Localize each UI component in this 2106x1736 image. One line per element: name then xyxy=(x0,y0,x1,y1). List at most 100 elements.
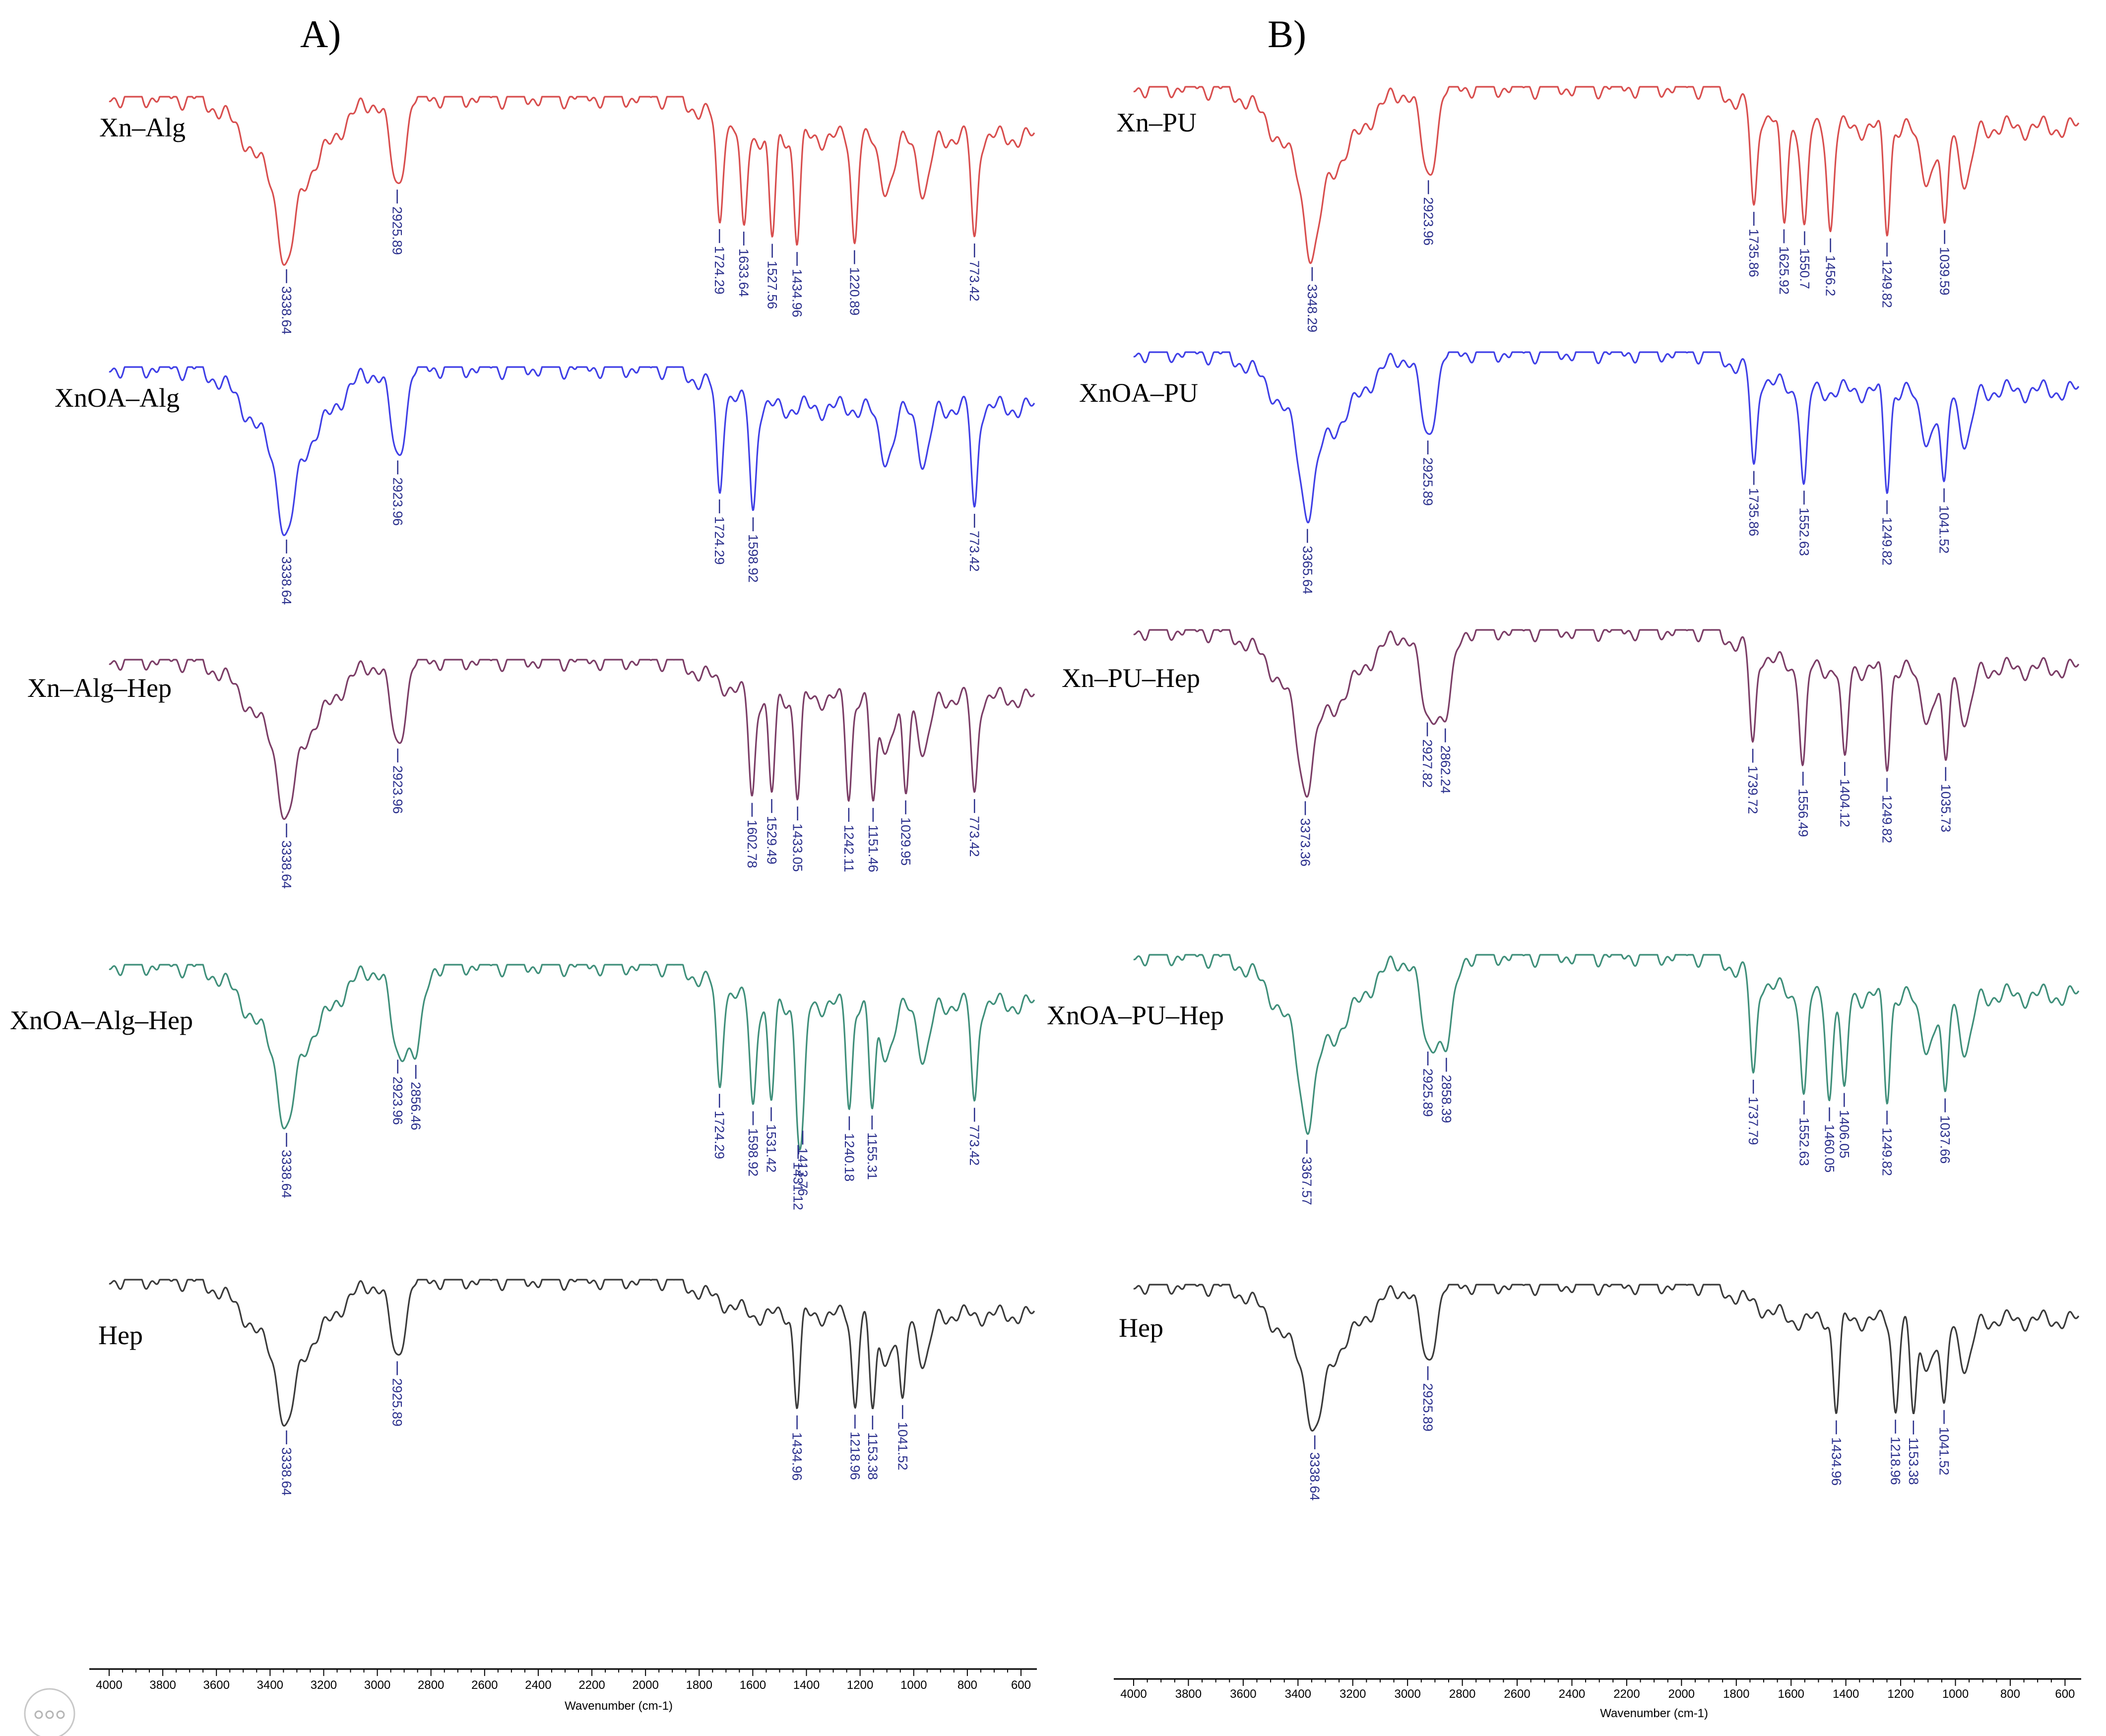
peak-label: 2923.96 xyxy=(1421,197,1436,246)
x-axis: 4000 3800 3600 3400 3200 3000 2800 2600 2400 2200… xyxy=(89,1668,1037,1713)
peak-label: 3338.64 xyxy=(279,1150,294,1198)
peak-marker: 1739.72 xyxy=(1745,748,1760,814)
panel-a: A) Xn–Alg 3338.64 2925.89 1724.29 1633.64 1527… xyxy=(10,12,1037,1713)
peak-marker: 773.42 xyxy=(967,513,982,572)
peak-label: 1735.86 xyxy=(1746,229,1761,277)
peak-marker: 1529.49 xyxy=(765,799,779,865)
peak-label: 2925.89 xyxy=(1420,457,1435,506)
peak-marker: 1218.96 xyxy=(1888,1420,1903,1485)
peak-label: 773.42 xyxy=(967,816,982,857)
x-tick-label: 1600 xyxy=(740,1678,766,1692)
peak-marker: 1434.96 xyxy=(1829,1420,1844,1486)
peak-label: 1153.38 xyxy=(865,1432,880,1480)
peak-label: 1625.92 xyxy=(1777,246,1791,295)
peak-marker: 1556.49 xyxy=(1795,771,1810,837)
peak-marker: 1735.86 xyxy=(1746,212,1761,277)
spectrum-line-hep xyxy=(1133,1284,2080,1432)
peak-label: 1602.78 xyxy=(745,820,760,868)
x-tick-label: 1200 xyxy=(847,1678,873,1692)
peak-label: 773.42 xyxy=(967,531,982,572)
peak-marker: 1460.05 xyxy=(1822,1107,1837,1173)
x-tick-label: 1800 xyxy=(1723,1687,1749,1701)
peak-label: 3338.64 xyxy=(1307,1452,1322,1501)
peak-label: 1433.05 xyxy=(790,823,805,872)
x-tick-label: 4000 xyxy=(1120,1687,1147,1701)
peak-label: 1598.92 xyxy=(746,534,761,583)
peak-marker: 3338.64 xyxy=(1307,1435,1322,1501)
x-tick-label: 2400 xyxy=(1559,1687,1585,1701)
peak-marker: 773.42 xyxy=(967,243,982,302)
series-label-hep: Hep xyxy=(98,1320,143,1350)
peak-label: 2925.89 xyxy=(390,1378,405,1426)
peak-label: 1724.29 xyxy=(712,246,727,295)
peak-label: 1598.92 xyxy=(746,1128,761,1177)
peak-marker: 1218.96 xyxy=(847,1415,862,1480)
peak-label: 1041.52 xyxy=(1937,1427,1952,1476)
peak-marker: 2925.89 xyxy=(1420,440,1435,506)
peak-label: 1249.82 xyxy=(1880,517,1895,565)
x-tick-label: 2800 xyxy=(1449,1687,1475,1701)
peak-label: 1035.73 xyxy=(1938,784,1953,832)
series-label-xnoa-pu: XnOA–PU xyxy=(1079,378,1198,408)
peak-label: 2923.96 xyxy=(390,1076,405,1125)
peak-label: 1552.63 xyxy=(1796,507,1811,556)
x-axis: 4000 3800 3600 3400 3200 3000 2800 2600 2400 2200… xyxy=(1114,1678,2081,1720)
peak-label: 1041.52 xyxy=(1937,505,1952,554)
series-label-xnoa-pu-hep: XnOA–PU–Hep xyxy=(1047,1000,1224,1030)
peak-marker: 1041.52 xyxy=(1937,1410,1952,1476)
peak-label: 2925.89 xyxy=(1420,1068,1435,1117)
peak-label: 773.42 xyxy=(967,1124,982,1166)
peak-label: 1240.18 xyxy=(842,1133,857,1182)
peak-label: 1249.82 xyxy=(1880,1127,1895,1176)
spectrum-line-xnoa-pu-hep xyxy=(1133,954,2080,1135)
peak-marker: 773.42 xyxy=(967,799,982,857)
peak-marker: 2925.89 xyxy=(390,189,405,255)
x-tick-label: 2600 xyxy=(471,1678,498,1692)
peak-label: 1456.2 xyxy=(1823,255,1838,297)
x-tick-label: 3000 xyxy=(1394,1687,1420,1701)
peak-label: 1220.89 xyxy=(847,267,862,316)
peak-marker: 1404.12 xyxy=(1837,762,1852,827)
spectrum-line-xnoa-pu xyxy=(1133,351,2080,524)
peak-label: 1724.29 xyxy=(712,1111,727,1159)
peak-label: 2858.39 xyxy=(1439,1075,1454,1123)
x-tick-label: 2200 xyxy=(578,1678,605,1692)
peak-label: 1249.82 xyxy=(1880,795,1895,843)
x-tick-label: 800 xyxy=(2000,1687,2020,1701)
peak-marker: 1598.92 xyxy=(746,1111,761,1177)
spectrum-line-xn-pu xyxy=(1133,86,2080,264)
peak-marker: 3367.57 xyxy=(1299,1140,1314,1205)
peak-marker: 3338.64 xyxy=(279,539,294,605)
peak-label: 1527.56 xyxy=(765,261,780,310)
more-options-button[interactable] xyxy=(24,1688,75,1736)
series-label-xnoa-alg-hep: XnOA–Alg–Hep xyxy=(10,1005,193,1035)
peak-label: 1404.12 xyxy=(1837,779,1852,827)
peak-marker: 1735.86 xyxy=(1746,471,1761,536)
peak-label: 1249.82 xyxy=(1880,259,1895,308)
x-tick-label: 1000 xyxy=(1942,1687,1969,1701)
peak-marker: 2925.89 xyxy=(1420,1052,1435,1117)
peak-marker: 1249.82 xyxy=(1880,243,1895,308)
peak-label: 1556.49 xyxy=(1795,789,1810,837)
peak-marker: 3338.64 xyxy=(279,823,294,889)
peak-label: 1406.05 xyxy=(1837,1110,1851,1159)
peak-label: 3338.64 xyxy=(279,1447,294,1496)
peak-label: 1151.46 xyxy=(866,825,881,872)
x-tick-label: 3400 xyxy=(1285,1687,1311,1701)
panel-label: A) xyxy=(300,12,341,56)
peak-label: 1550.7 xyxy=(1797,248,1812,289)
peak-marker: 2862.24 xyxy=(1438,728,1453,794)
x-tick-label: 600 xyxy=(2055,1687,2075,1701)
peak-label: 2856.46 xyxy=(408,1082,423,1130)
peak-label: 1413.76 xyxy=(795,1148,810,1196)
peak-label: 1737.79 xyxy=(1746,1097,1761,1145)
peak-label: 1037.66 xyxy=(1938,1116,1953,1164)
peak-marker: 1625.92 xyxy=(1777,229,1791,295)
x-tick-label: 3800 xyxy=(149,1678,176,1692)
x-tick-label: 1400 xyxy=(1833,1687,1859,1701)
x-tick-label: 1000 xyxy=(900,1678,927,1692)
peak-label: 2862.24 xyxy=(1438,745,1453,794)
peak-marker: 1434.96 xyxy=(790,1415,805,1481)
peak-marker: 1406.05 xyxy=(1837,1093,1851,1159)
peak-marker: 3338.64 xyxy=(279,1430,294,1496)
